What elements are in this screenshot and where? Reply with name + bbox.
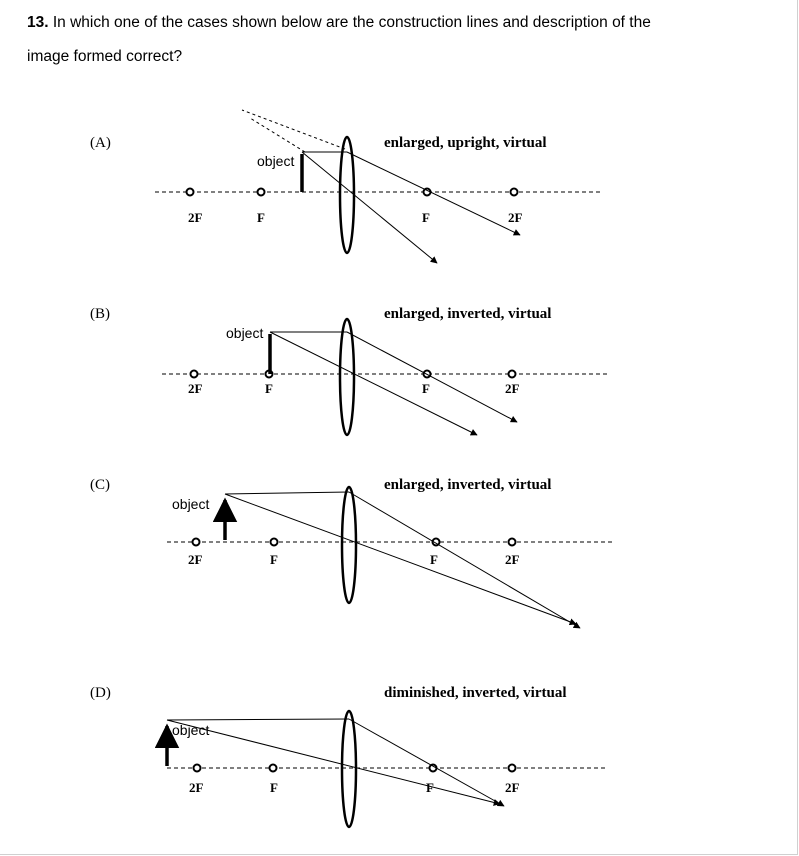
question-line-1: 13. In which one of the cases shown belo…	[27, 6, 767, 40]
case-d-description: diminished, inverted, virtual	[384, 685, 567, 701]
case-a-description: enlarged, upright, virtual	[384, 135, 547, 151]
case-a-point-2f-left	[185, 187, 195, 197]
case-a-refracted-ray	[346, 151, 521, 236]
case-b-point-2f-left	[189, 369, 199, 379]
case-d-2f-right-label: 2F	[505, 780, 520, 795]
case-d-lens	[340, 709, 358, 829]
question-number: 13.	[27, 14, 49, 31]
case-c-refracted-ray	[348, 491, 581, 629]
case-b-f-left-label: F	[265, 381, 273, 396]
question-text: 13. In which one of the cases shown belo…	[27, 6, 767, 74]
case-b-point-2f-right	[507, 369, 517, 379]
case-a-center-ray	[301, 151, 438, 264]
case-a-virtual-ray-2	[249, 117, 306, 153]
case-c-f-left-label: F	[270, 552, 278, 567]
case-b-lens	[338, 317, 356, 437]
case-a-2f-left-label: 2F	[188, 210, 203, 225]
case-b-center-ray	[269, 331, 478, 436]
question-stem: In which one of the cases shown below ar…	[52, 14, 651, 31]
case-c-point-2f-left	[191, 537, 201, 547]
case-d: (D) diminished, inverted, virtual 2F F F…	[90, 685, 607, 829]
question-line-2: image formed correct?	[27, 48, 183, 65]
case-d-parallel-ray	[166, 718, 350, 721]
case-a-2f-right-label: 2F	[508, 210, 523, 225]
case-c-2f-right-label: 2F	[505, 552, 520, 567]
case-c-object-label: object	[172, 496, 209, 512]
case-c-2f-left-label: 2F	[188, 552, 203, 567]
case-a-virtual-ray-1	[241, 109, 346, 150]
case-c-parallel-ray	[224, 491, 350, 495]
case-a-f-right-label: F	[422, 210, 430, 225]
case-d-2f-left-label: 2F	[189, 780, 204, 795]
case-c-point-f-left	[269, 537, 279, 547]
case-a-f-left-label: F	[257, 210, 265, 225]
case-c-center-ray	[224, 493, 577, 626]
case-a-object-label: object	[257, 153, 294, 169]
case-b: (B) enlarged, inverted, virtual 2F F F 2…	[90, 306, 607, 437]
case-b-2f-left-label: 2F	[188, 381, 203, 396]
case-c-lens	[340, 485, 358, 605]
case-a: (A) enlarged, upright, virtual 2F F F 2F…	[90, 109, 600, 264]
case-d-f-right-label: F	[426, 780, 434, 795]
case-a-point-2f-right	[509, 187, 519, 197]
case-c: (C) enlarged, inverted, virtual 2F F F 2…	[90, 477, 612, 629]
case-b-object-label: object	[226, 325, 263, 341]
case-c-f-right-label: F	[430, 552, 438, 567]
case-c-point-2f-right	[507, 537, 517, 547]
case-d-point-2f-right	[507, 763, 517, 773]
case-b-label: (B)	[90, 306, 110, 322]
case-d-point-2f-left	[192, 763, 202, 773]
case-a-point-f-left	[256, 187, 266, 197]
case-b-f-right-label: F	[422, 381, 430, 396]
case-a-label: (A)	[90, 135, 111, 151]
case-d-point-f-left	[268, 763, 278, 773]
case-b-description: enlarged, inverted, virtual	[384, 306, 551, 322]
case-d-center-ray	[166, 719, 501, 806]
case-c-label: (C)	[90, 477, 110, 493]
case-d-label: (D)	[90, 685, 111, 701]
case-d-refracted-ray	[348, 718, 505, 807]
case-c-description: enlarged, inverted, virtual	[384, 477, 551, 493]
case-b-2f-right-label: 2F	[505, 381, 520, 396]
case-b-refracted-ray	[346, 331, 518, 423]
case-d-object-label: object	[172, 722, 209, 738]
case-d-f-left-label: F	[270, 780, 278, 795]
